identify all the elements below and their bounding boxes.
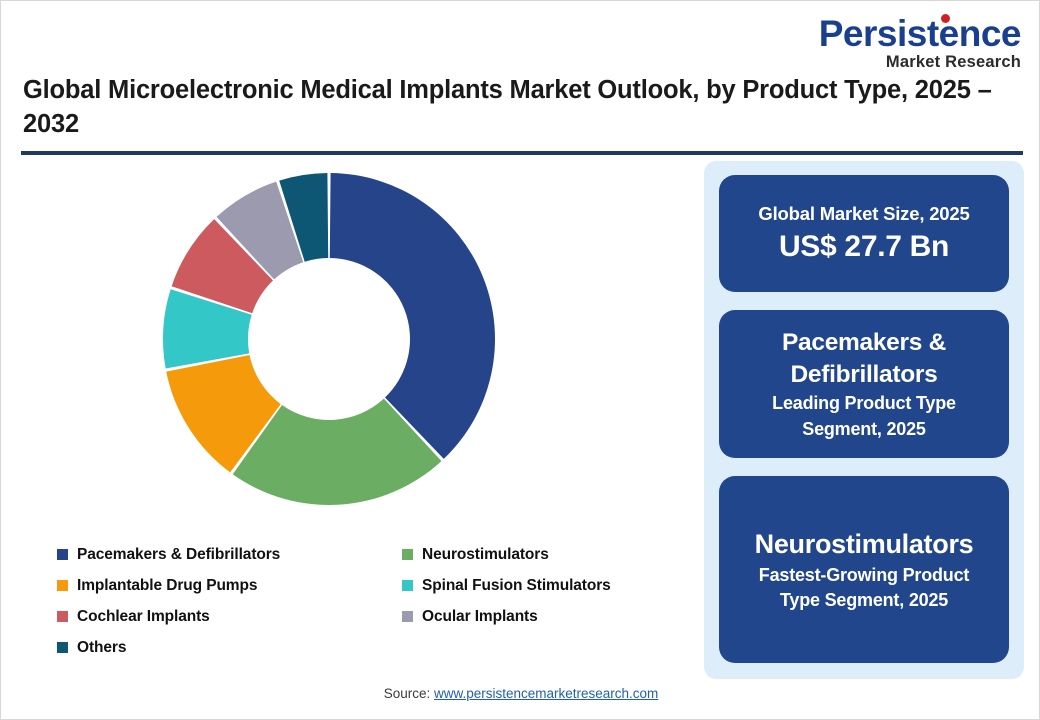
chart-legend: Pacemakers & Defibrillators Neurostimulat…	[57, 539, 677, 663]
legend-swatch-icon	[57, 580, 68, 591]
donut-chart	[21, 161, 661, 531]
card-fastest-growing-segment: Neurostimulators Fastest-Growing Product…	[719, 476, 1009, 663]
legend-item: Others	[57, 639, 402, 657]
legend-item-label: Spinal Fusion Stimulators	[422, 576, 611, 594]
donut-slice	[279, 173, 329, 262]
fastest-segment-sub-line1: Fastest-Growing Product	[758, 564, 970, 585]
legend-item: Implantable Drug Pumps	[57, 577, 402, 595]
leading-segment-sub-line2: Segment, 2025	[802, 418, 926, 439]
market-size-value: US$ 27.7 Bn	[778, 229, 950, 263]
card-leading-segment: Pacemakers & Defibrillators Leading Prod…	[719, 310, 1009, 458]
leading-segment-sub-line1: Leading Product Type	[772, 393, 956, 414]
title-divider	[21, 151, 1023, 155]
legend-item: Spinal Fusion Stimulators	[402, 577, 677, 595]
donut-chart-svg	[163, 173, 495, 505]
legend-swatch-icon	[402, 611, 413, 622]
legend-item-label: Others	[77, 638, 127, 656]
legend-swatch-icon	[402, 580, 413, 591]
logo-wordmark: Persistence	[818, 13, 1022, 54]
source-prefix: Source:	[383, 686, 434, 701]
donut-slice	[216, 181, 304, 280]
legend-item: Neurostimulators	[402, 546, 677, 564]
legend-item: Pacemakers & Defibrillators	[57, 546, 402, 564]
logo-wordmark-text: Persistence	[818, 13, 1022, 54]
legend-item-label: Cochlear Implants	[77, 607, 210, 625]
legend-swatch-icon	[402, 549, 413, 560]
fastest-segment-heading: Neurostimulators	[754, 528, 974, 559]
logo-tagline: Market Research	[885, 53, 1021, 71]
donut-slice	[171, 219, 273, 314]
donut-slice	[166, 354, 281, 473]
legend-item-label: Pacemakers & Defibrillators	[77, 545, 281, 563]
source-link[interactable]: www.persistencemarketresearch.com	[433, 686, 659, 701]
brand-logo: Persistence Market Research	[818, 13, 1022, 71]
leading-segment-heading-line1: Pacemakers &	[782, 328, 946, 356]
donut-slice-group	[163, 173, 495, 505]
legend-swatch-icon	[57, 642, 68, 653]
legend-item-label: Implantable Drug Pumps	[77, 576, 258, 594]
donut-slice	[232, 398, 442, 505]
donut-slice	[163, 289, 252, 369]
legend-item-label: Neurostimulators	[422, 545, 549, 563]
leading-segment-heading-line2: Defibrillators	[790, 360, 938, 388]
logo-dot-icon	[940, 14, 950, 23]
page-title: Global Microelectronic Medical Implants …	[23, 76, 992, 138]
market-size-caption: Global Market Size, 2025	[758, 202, 970, 224]
legend-item: Ocular Implants	[402, 608, 677, 626]
legend-item-label: Ocular Implants	[422, 607, 538, 625]
highlights-panel: Global Market Size, 2025 US$ 27.7 Bn Pac…	[704, 161, 1024, 679]
source-line: Source: www.persistencemarketresearch.co…	[1, 686, 1040, 701]
legend-swatch-icon	[57, 611, 68, 622]
legend-swatch-icon	[57, 549, 68, 560]
legend-item: Cochlear Implants	[57, 608, 402, 626]
card-global-market-size: Global Market Size, 2025 US$ 27.7 Bn	[719, 175, 1009, 292]
fastest-segment-sub-line2: Type Segment, 2025	[779, 590, 949, 611]
donut-slice	[329, 173, 495, 459]
